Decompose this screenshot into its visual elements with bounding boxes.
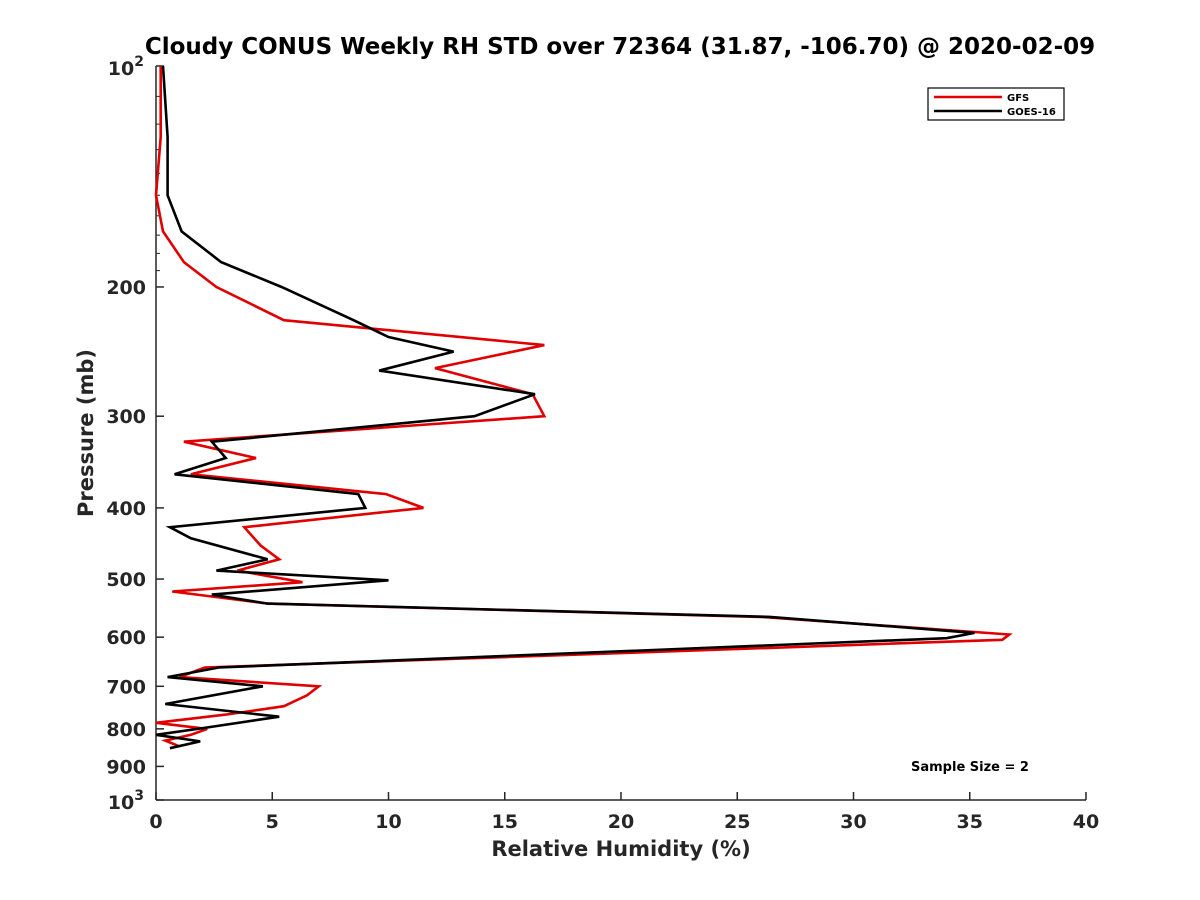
y-tick-label-900: 900 [106, 756, 146, 778]
y-tick-label-700: 700 [106, 676, 146, 698]
sample-size-annotation: Sample Size = 2 [911, 760, 1029, 775]
x-tick-label-40: 40 [1073, 811, 1099, 833]
y-tick-label-500: 500 [106, 569, 146, 591]
y-tick-label-200: 200 [106, 277, 146, 299]
y-tick-label-300: 300 [106, 406, 146, 428]
x-ticks: 0 5 10 15 20 25 30 35 40 [149, 792, 1099, 833]
x-tick-label-10: 10 [375, 811, 401, 833]
x-tick-label-30: 30 [840, 811, 866, 833]
series-line-goes-16 [155, 65, 975, 750]
x-tick-label-5: 5 [266, 811, 279, 833]
x-tick-label-0: 0 [149, 811, 162, 833]
plot-area: 0 5 10 15 20 25 30 35 40 200 300 400 500 600 700 800 90… [106, 54, 1099, 833]
chart-title: Cloudy CONUS Weekly RH STD over 72364 (3… [145, 34, 1095, 60]
y-tick-label-400: 400 [106, 498, 146, 520]
legend-label-goes16: GOES-16 [1007, 107, 1056, 118]
series-line-gfs [154, 66, 1013, 748]
legend: GFS GOES-16 [927, 87, 1065, 121]
x-tick-label-15: 15 [492, 811, 518, 833]
x-tick-label-35: 35 [957, 811, 983, 833]
x-tick-label-25: 25 [724, 811, 750, 833]
legend-label-gfs: GFS [1007, 93, 1029, 104]
y-tick-label-top: 102 [108, 54, 144, 80]
y-ticks: 200 300 400 500 600 700 800 900 102 103 [106, 54, 164, 814]
y-tick-label-bottom: 103 [108, 788, 144, 814]
x-axis-label: Relative Humidity (%) [491, 837, 750, 861]
series-lines [154, 65, 1013, 750]
x-tick-label-20: 20 [608, 811, 634, 833]
y-axis-label: Pressure (mb) [74, 349, 98, 517]
legend-box [927, 87, 1065, 121]
y-tick-label-800: 800 [106, 719, 146, 741]
y-tick-label-600: 600 [106, 627, 146, 649]
